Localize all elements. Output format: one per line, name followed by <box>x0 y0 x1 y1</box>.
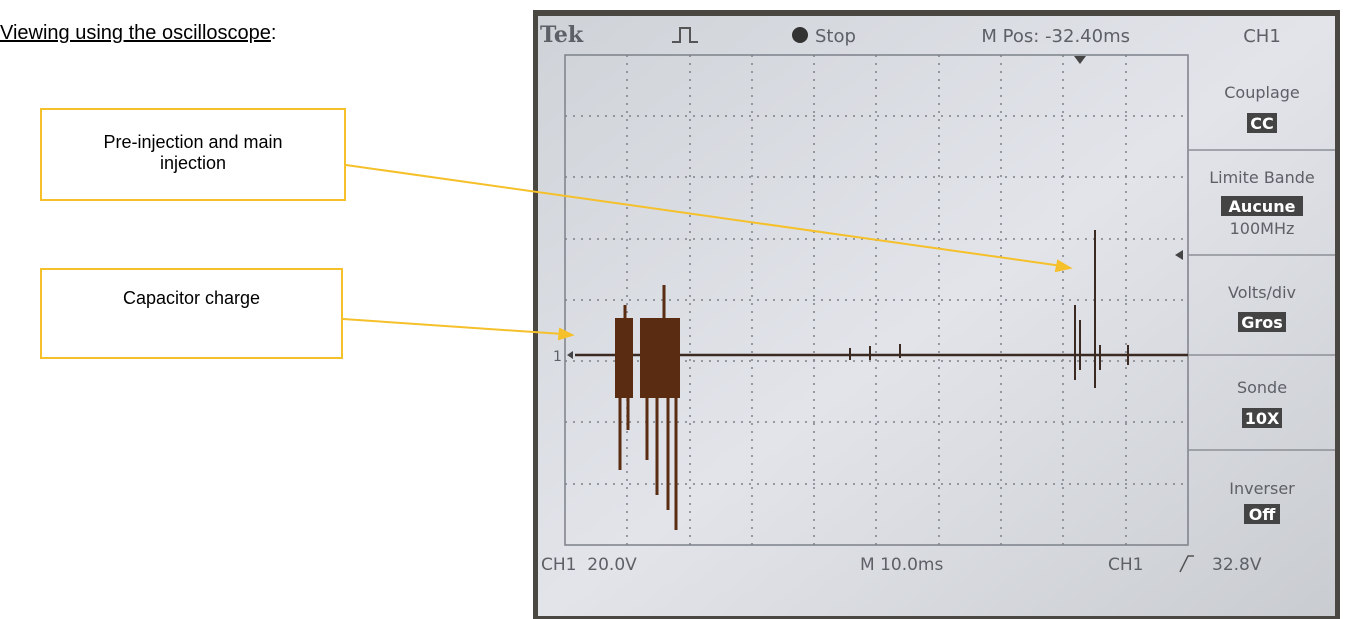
menu-label: Couplage <box>1224 83 1300 102</box>
trigger-icon <box>672 27 698 43</box>
status: Stop <box>815 26 856 47</box>
menu-frame <box>1187 55 1335 545</box>
menu-value-bg <box>1242 408 1282 428</box>
menu-value-bg <box>1221 196 1303 216</box>
grid <box>565 55 1188 545</box>
ch-marker-label: 1 <box>553 349 562 365</box>
menu-value: Aucune <box>1229 197 1296 216</box>
screen <box>538 16 1335 616</box>
channel: CH1 <box>1243 26 1281 47</box>
level-marker <box>1175 250 1183 260</box>
footer-level: 32.8V <box>1212 555 1262 575</box>
menu-label: Limite Bande <box>1209 168 1315 187</box>
callout: Capacitor charge <box>40 268 343 359</box>
ch-marker <box>567 351 573 359</box>
run-dot <box>792 27 808 43</box>
slope-icon <box>1179 555 1194 573</box>
menu-value: 10X <box>1245 409 1280 428</box>
menu-value: Off <box>1249 505 1277 524</box>
menu-value-bg <box>1238 312 1286 332</box>
arrows <box>342 164 1073 341</box>
heading-title: Viewing using the oscilloscope <box>0 22 271 44</box>
menu-value: Gros <box>1241 313 1283 332</box>
heading: Viewing using the oscilloscope: <box>0 22 276 45</box>
callout-label: Capacitor charge <box>122 288 261 308</box>
menu-label: Volts/div <box>1228 283 1296 302</box>
waveform <box>575 230 1188 530</box>
menu-value: CC <box>1250 114 1273 133</box>
footer-trigger: CH1 <box>1108 555 1143 575</box>
menu-label: Sonde <box>1237 378 1287 397</box>
position: M Pos: -32.40ms <box>981 26 1130 47</box>
callout-label: Pre-injection and main injection <box>103 132 283 173</box>
trigger-marker <box>1074 56 1086 64</box>
menu-value-bg <box>1244 504 1280 524</box>
footer-time: M 10.0ms <box>860 555 943 575</box>
heading-suffix: : <box>270 22 277 44</box>
footer-scale: CH1 20.0V <box>541 555 637 575</box>
menu-label: Inverser <box>1229 479 1295 498</box>
callout: Pre-injection and main injection <box>40 108 346 201</box>
brand: Tek <box>540 22 584 48</box>
menu-note: 100MHz <box>1230 219 1295 238</box>
menu-value-bg <box>1247 113 1277 133</box>
